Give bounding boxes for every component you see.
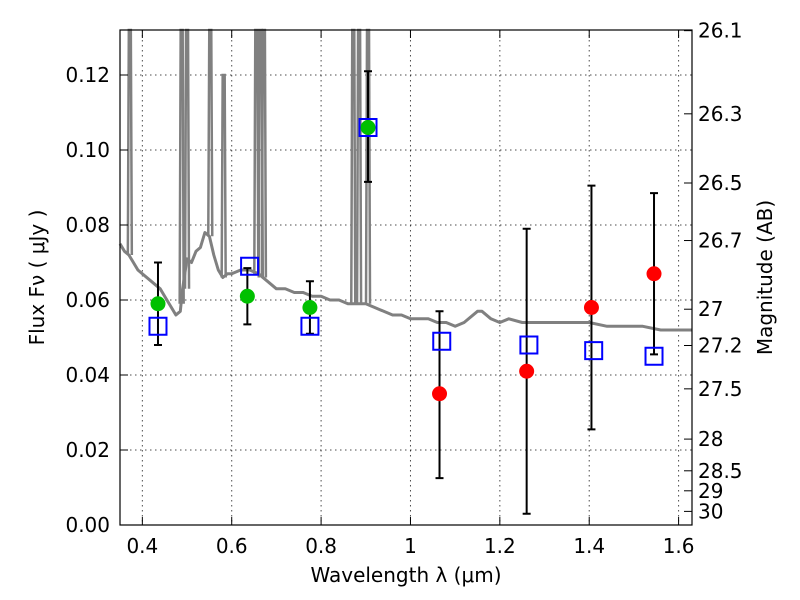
spectrum-emission-line [178, 28, 185, 304]
observed-point-detected [302, 300, 318, 315]
grid-lines [120, 30, 692, 526]
observed-point-upper [646, 266, 662, 282]
spectrum-emission-line [355, 28, 363, 304]
x-tick-label: 0.4 [126, 534, 158, 558]
x-tick-label: 0.6 [216, 534, 248, 558]
x-tick-label: 0.8 [305, 534, 337, 558]
y2-tick-label: 26.1 [698, 19, 743, 43]
spectrum-continuum [118, 231, 692, 332]
model-photometry-square [300, 316, 320, 336]
plot-frame [119, 29, 693, 526]
y-tick-label: 0.06 [65, 288, 110, 312]
model-photometry-square [519, 335, 539, 355]
observed-point-detected [239, 288, 255, 304]
spectrum-emission-line [183, 28, 191, 289]
error-bars [153, 70, 659, 515]
y2-tick-label: 29 [698, 479, 723, 503]
y-tick-label: 0.12 [65, 63, 110, 87]
observed-point-upper [432, 386, 448, 402]
y2-tick-label: 28.5 [698, 459, 743, 483]
y2-tick-label: 26.3 [698, 102, 743, 126]
y-tick-label: 0.08 [65, 213, 110, 237]
y-tick-label: 0.04 [65, 363, 110, 387]
y2-tick-label: 27.5 [698, 377, 743, 401]
model-photometry-square [584, 341, 604, 361]
x-tick-label: 1.6 [663, 534, 695, 558]
x-axis-label: Wavelength λ (μm) [310, 563, 501, 587]
x-tick-label: 1 [404, 534, 417, 558]
data-points [148, 118, 664, 402]
spectrum-emission-line [260, 28, 268, 278]
x-tick-label: 1.4 [573, 534, 605, 558]
spectrum-emission-line [350, 28, 357, 304]
observed-point-upper [583, 300, 599, 315]
model-photometry-square [240, 256, 260, 276]
model-photometry-square [432, 331, 452, 351]
spectrum-emission-line [220, 73, 227, 278]
model-photometry-square [644, 346, 664, 366]
y2-tick-label: 27 [698, 297, 723, 321]
axis-ticks: 0.4 0.6 0.8 1 1.2 1.4 1.6 0.00 0.02 0.04 0.06 0.08 0… [65, 19, 742, 558]
observed-point-detected [150, 296, 166, 312]
x-tick-label: 1.2 [484, 534, 516, 558]
y2-tick-label: 28 [698, 427, 723, 451]
model-photometry-square [358, 118, 378, 137]
spectrum-emission-line [207, 28, 214, 237]
y2-tick-label: 26.5 [698, 171, 743, 195]
y-tick-label: 0.10 [65, 138, 110, 162]
y2-axis-label: Magnitude (AB) [753, 200, 777, 355]
y2-tick-label: 27.2 [698, 334, 743, 358]
spectrum-emission-line [126, 28, 134, 256]
observed-point-detected [360, 120, 376, 135]
y-tick-label: 0.02 [65, 438, 110, 462]
y-axis-label: Flux Fν ( μJy ) [25, 210, 49, 346]
y-tick-label: 0.00 [65, 513, 110, 537]
model-photometry-square [148, 316, 168, 336]
observed-point-upper [519, 363, 535, 379]
y2-tick-label: 26.7 [698, 229, 743, 253]
y2-tick-label: 30 [698, 499, 723, 523]
